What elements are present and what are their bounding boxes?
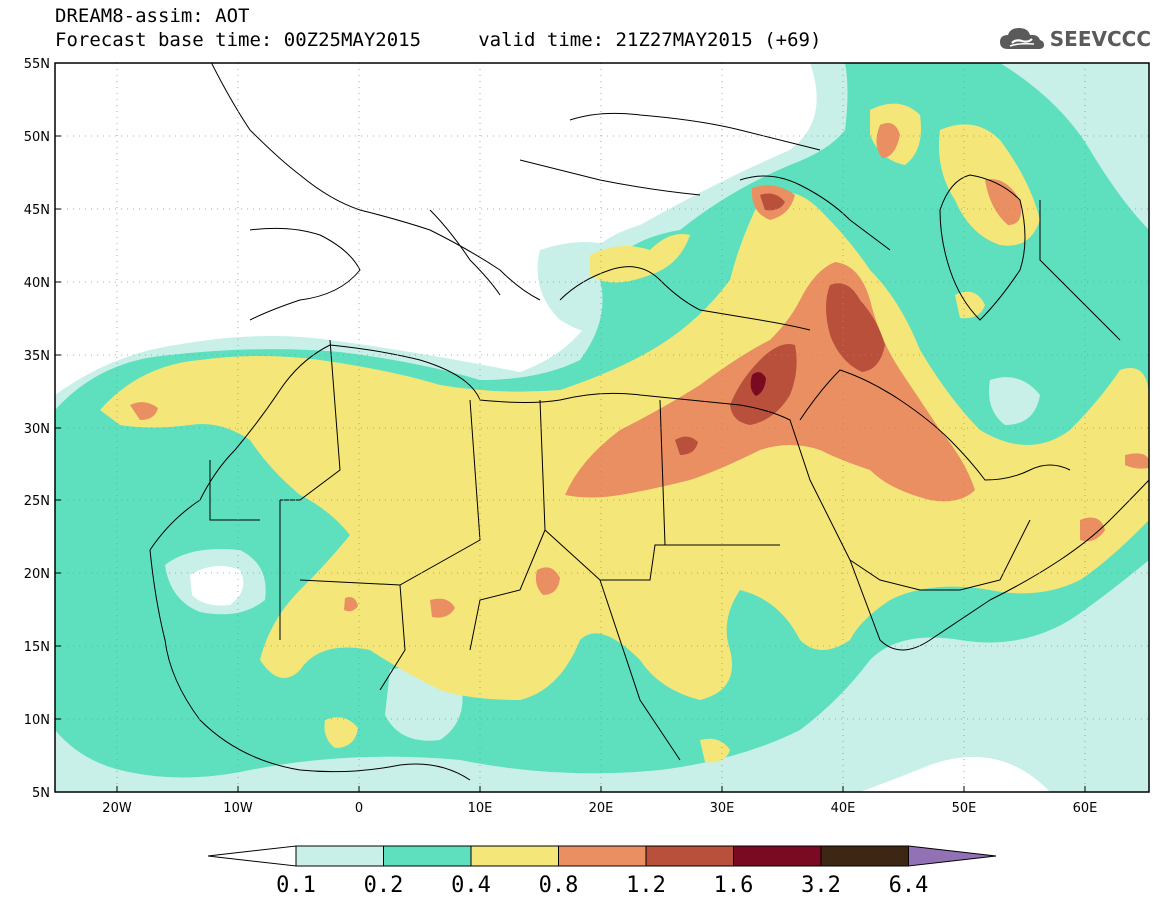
longitude-labels: 20W 10W 0 10E 20E 30E 40E 50E 60E [102, 801, 1097, 816]
colorbar-label: 0.4 [451, 873, 491, 898]
lat-label: 50N [24, 130, 50, 145]
colorbar-swatch [470, 845, 559, 867]
lon-label: 0 [355, 801, 363, 816]
aot-field [55, 63, 1149, 792]
colorbar-low-arrow [207, 845, 297, 867]
logo-text: SEEVCCC [1049, 27, 1151, 51]
lon-label: 30E [710, 801, 735, 816]
latitude-labels: 55N 50N 45N 40N 35N 30N 25N 20N 15N 10N … [24, 57, 50, 801]
colorbar-label: 0.8 [539, 873, 579, 898]
lon-label: 40E [831, 801, 856, 816]
colorbar-high-arrow [908, 845, 997, 867]
lat-label: 45N [24, 203, 50, 218]
map-title: DREAM8-assim: AOT [55, 5, 250, 27]
colorbar-label: 1.2 [626, 873, 666, 898]
lat-label: 15N [24, 640, 50, 655]
colorbar-swatch [558, 845, 647, 867]
lat-label: 20N [24, 567, 50, 582]
cloud-icon [999, 28, 1044, 49]
lon-label: 60E [1073, 801, 1098, 816]
colorbar-swatch [383, 845, 472, 867]
lat-label: 30N [24, 422, 50, 437]
map-grid [55, 63, 1149, 792]
lat-label: 25N [24, 494, 50, 509]
lat-label: 5N [32, 786, 50, 801]
colorbar-labels: 0.1 0.2 0.4 0.8 1.2 1.6 3.2 6.4 [276, 873, 928, 898]
lon-label: 10W [223, 801, 253, 816]
lat-label: 10N [24, 713, 50, 728]
colorbar-swatch [820, 845, 909, 867]
coastlines [149, 63, 1149, 781]
colorbar-label: 3.2 [801, 873, 841, 898]
forecast-time-line: Forecast base time: 00Z25MAY2015 valid t… [55, 29, 822, 51]
colorbar-label: 1.6 [714, 873, 754, 898]
lat-label: 35N [24, 349, 50, 364]
lat-label: 40N [24, 276, 50, 291]
colorbar-label: 0.1 [276, 873, 316, 898]
lon-label: 50E [952, 801, 977, 816]
colorbar-swatch [645, 845, 734, 867]
axis-ticks [55, 135, 1086, 792]
lat-label: 55N [24, 57, 50, 72]
colorbar-swatch [733, 845, 822, 867]
lon-label: 20W [102, 801, 132, 816]
colorbar-label: 0.2 [364, 873, 404, 898]
lon-label: 20E [589, 801, 614, 816]
seevccc-logo: SEEVCCC [998, 24, 1151, 54]
lon-label: 10E [468, 801, 493, 816]
colorbar-swatch [295, 845, 384, 867]
colorbar-label: 6.4 [889, 873, 929, 898]
aot-level-1.6 [750, 372, 766, 396]
colorbar [207, 845, 997, 867]
